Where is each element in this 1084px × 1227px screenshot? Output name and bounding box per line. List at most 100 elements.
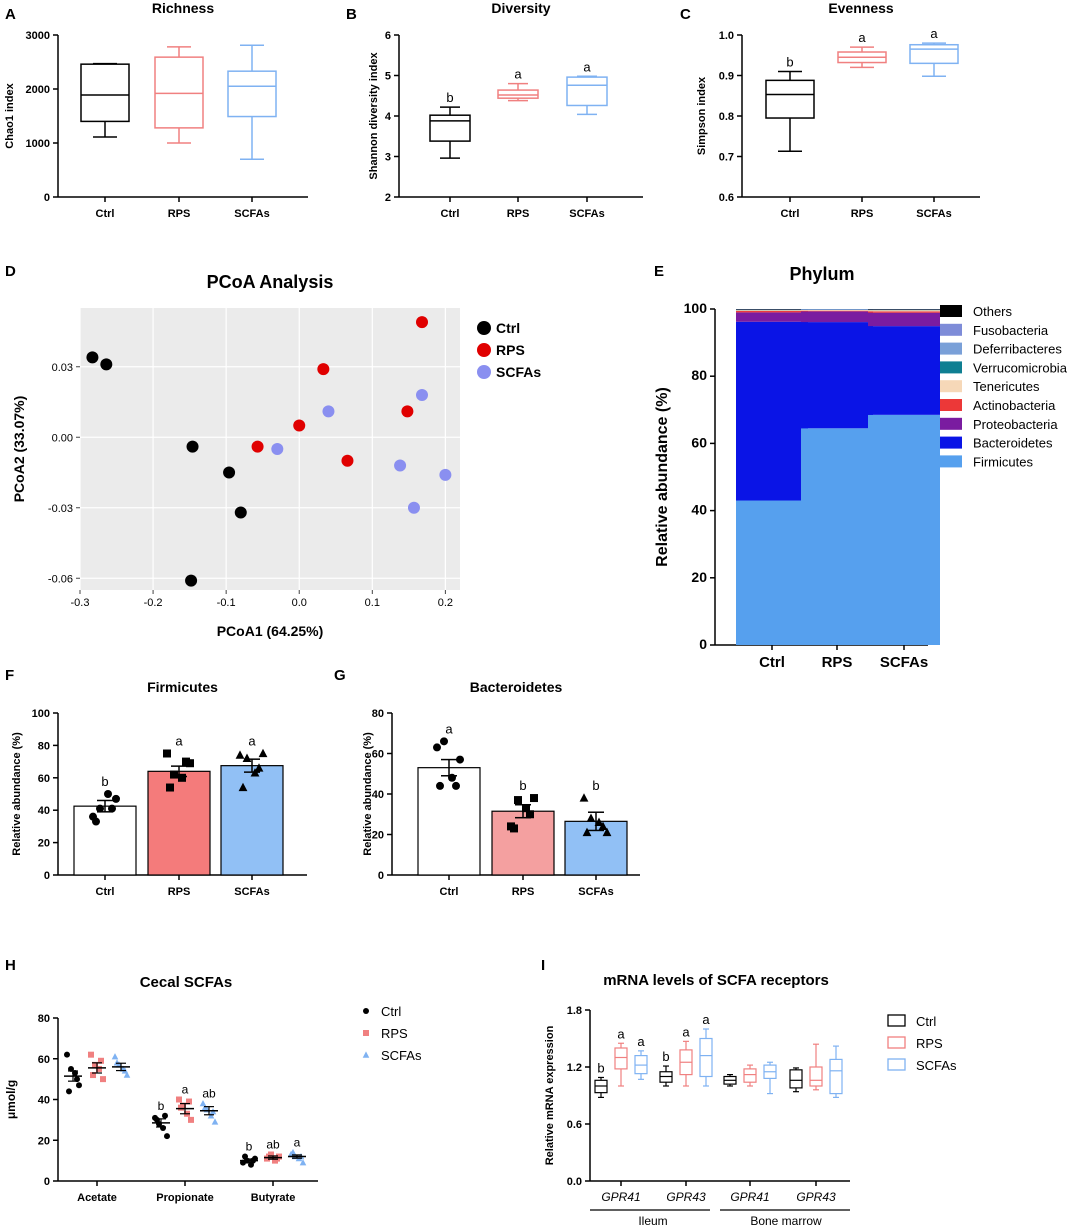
stack-segment-Bacteroidetes [801,322,873,429]
data-point-SCFAs [235,750,245,759]
panel-E: E Phylum 0 20 40 60 80 100 Relative abundance (%… [654,263,1068,671]
legend-label: Bacteroidetes [973,436,1053,451]
box-SCFAs [699,1037,713,1078]
y-tick-label: 80 [38,740,50,752]
data-point-RPS [188,1116,194,1123]
legend-label: Deferribacteres [973,342,1062,357]
data-point-RPS [88,1051,94,1058]
data-point-Ctrl [66,1088,72,1095]
point-SCFAs [439,468,452,481]
significance-letter: a [294,1135,301,1149]
panel-H: H Cecal SCFAs 0 20 40 60 80 μmol/g Acetate Propio… [4,957,422,1204]
data-point-SCFAs [199,1099,207,1107]
data-point-Ctrl [108,804,116,813]
point-Ctrl [223,466,236,479]
significance-letter: a [858,30,866,45]
stack-segment-Bacteroidetes [736,321,808,501]
point-RPS [251,440,264,453]
box-Ctrl [80,63,130,123]
y-tick-label: 40 [38,805,50,817]
data-point-RPS [98,1057,104,1064]
stack-segment-Others [868,309,940,310]
panel-G: G Bacteroidetes 0 20 40 60 80 Relative abundanc… [334,667,640,898]
point-SCFAs [394,459,407,472]
significance-letter: a [182,1083,189,1097]
significance-letter: b [786,54,793,69]
significance-letter: b [101,774,108,789]
y-tick-label: 0.6 [719,192,734,204]
stack-segment-Tenericutes [868,310,940,312]
y-tick-label: 20 [38,1135,50,1147]
y-tick-label: 2 [385,192,391,204]
x-tick-label: RPS [507,208,530,220]
data-point-RPS [510,824,518,833]
y-tick-label: 0.6 [567,1119,582,1131]
significance-letter: a [583,59,591,74]
x-tick-label: SCFAs [578,886,613,898]
stack-segment-Others [736,309,808,310]
tissue-label: Bone marrow [750,1214,822,1227]
chart-title: mRNA levels of SCFA receptors [603,972,829,989]
data-point-SCFAs [586,813,596,822]
bar-Ctrl [73,805,137,876]
legend-label: Actinobacteria [973,398,1056,413]
x-tick-label: SCFAs [916,208,951,220]
point-SCFAs [322,405,335,418]
y-tick-label: 40 [38,1095,50,1107]
y-tick-label: 2000 [26,84,50,96]
stack-segment-Verrucomicrobia [868,309,940,311]
data-point-SCFAs [250,768,260,777]
significance-letter: b [246,1140,253,1154]
significance-letter: a [702,1012,710,1027]
x-axis-label: PCoA1 (64.25%) [217,623,324,639]
significance-letter: a [445,721,453,736]
x-tick-label: 0.2 [438,597,453,609]
significance-letter: b [519,778,526,793]
x-tick-label: Ctrl [759,654,785,671]
data-point-Ctrl [452,781,460,790]
y-axis-label: PCoA2 (33.07%) [11,396,27,503]
data-point-RPS [178,773,186,782]
x-tick-label: RPS [851,208,874,220]
legend-label: Ctrl [381,1004,401,1019]
data-point-SCFAs [111,1053,119,1060]
stack-segment-Bacteroidetes [868,326,940,415]
stack-segment-Firmicutes [801,428,873,645]
data-point-RPS [186,1098,192,1105]
point-RPS [317,363,330,376]
x-tick-label: 0.0 [292,597,307,609]
bar-Ctrl [417,767,481,876]
data-point-SCFAs [254,763,264,772]
legend-swatch-Deferribacteres [940,342,962,355]
point-Ctrl [100,358,113,371]
y-tick-label: 0.00 [52,432,73,444]
data-point-Ctrl [76,1082,82,1089]
y-axis-label: Relative mRNA expression [544,1025,556,1165]
y-tick-label: 100 [32,708,50,720]
box-RPS [809,1066,823,1087]
data-point-SCFAs [289,1148,297,1156]
point-Ctrl [86,351,99,364]
x-tick-label: GPR41 [730,1190,769,1204]
significance-letter: b [158,1099,165,1113]
y-axis-label: Relative abundance (%) [362,732,374,856]
legend-marker-SCFAs [477,365,491,379]
data-point-SCFAs [242,753,252,762]
stack-segment-Proteobacteria [736,312,808,322]
data-point-RPS [163,749,171,758]
panel-label: B [346,6,357,23]
x-tick-label: -0.3 [71,597,90,609]
point-SCFAs [416,388,428,401]
x-tick-label: SCFAs [880,654,928,671]
legend-marker-Ctrl [363,1008,369,1014]
chart-title: Bacteroidetes [470,679,563,695]
x-tick-label: -0.1 [217,597,236,609]
data-point-SCFAs [211,1118,219,1125]
point-RPS [341,454,354,467]
x-tick-label: Ctrl [781,208,800,220]
y-tick-label: 60 [38,1054,50,1066]
panel-label: A [5,6,16,23]
y-tick-label: 0 [44,1176,50,1188]
legend-label: Firmicutes [973,454,1033,469]
